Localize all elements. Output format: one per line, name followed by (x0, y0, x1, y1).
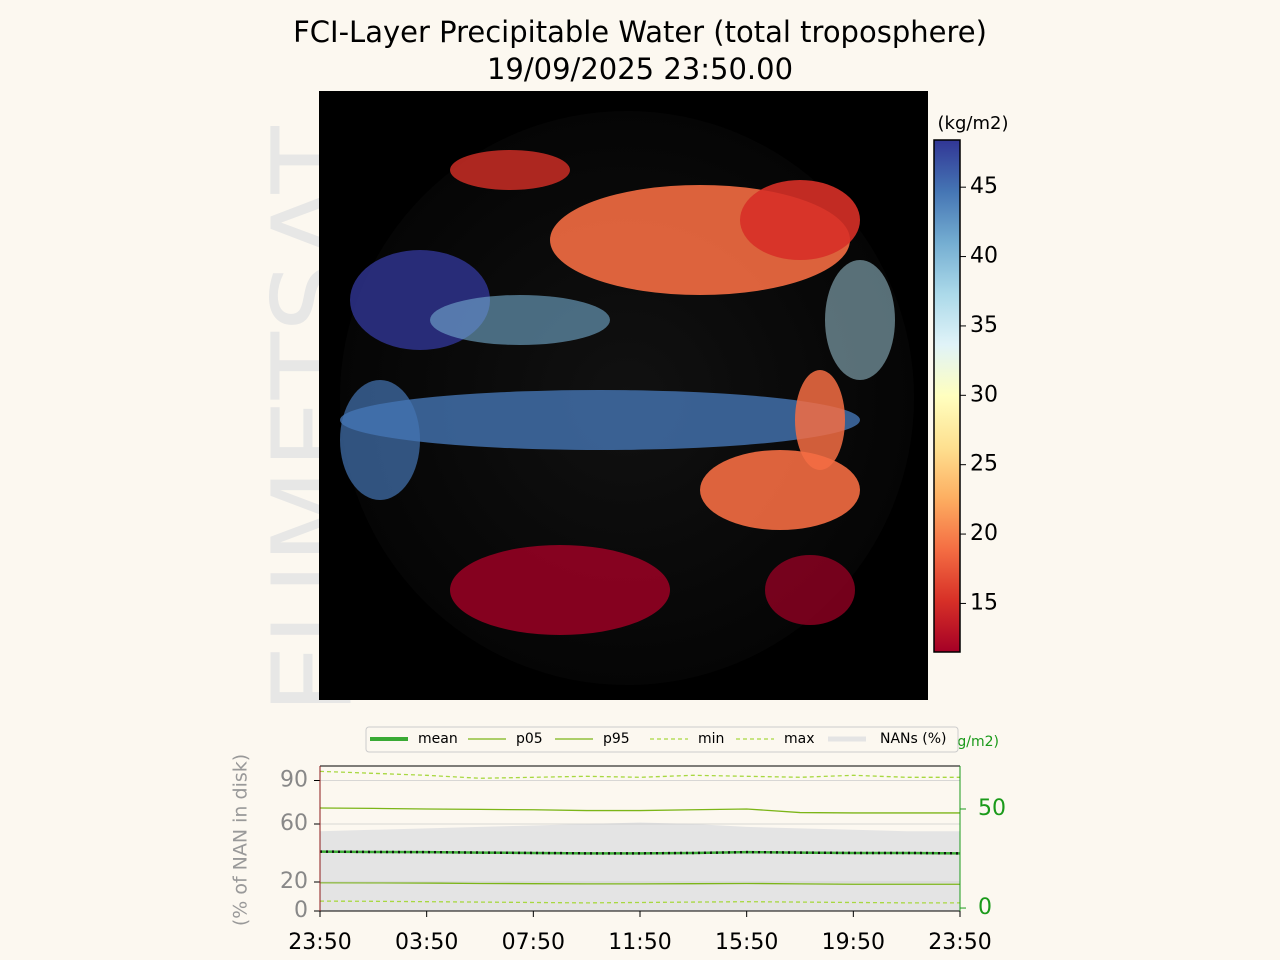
legend-label: max (784, 731, 815, 747)
nan-area (320, 822, 960, 911)
satellite-image (319, 91, 928, 700)
colorbar-label: (kg/m2) (938, 113, 1009, 134)
y-tick-label: 90 (280, 768, 308, 793)
colorbar-tick-label: 30 (970, 382, 998, 407)
y-tick-label: 60 (280, 811, 308, 836)
series-line (319, 900, 960, 904)
y-tick-label: 20 (280, 869, 308, 894)
legend-label: min (698, 731, 724, 747)
series-line (319, 850, 961, 855)
legend-label: p05 (516, 731, 543, 747)
x-tick-label: 07:50 (502, 930, 565, 955)
series-line (319, 882, 960, 885)
colorbar-tick-label: 25 (970, 452, 998, 477)
x-tick-label: 11:50 (608, 930, 671, 955)
series-line (319, 770, 960, 779)
colorbar-tick-label: 40 (970, 244, 998, 269)
x-tick-label: 03:50 (395, 930, 458, 955)
legend-label: mean (418, 731, 458, 747)
chart-subtitle: 19/09/2025 23:50.00 (487, 52, 793, 86)
x-tick-label: 23:50 (288, 930, 351, 955)
legend-label: NANs (%) (880, 731, 947, 747)
y2-tick-label: 50 (978, 796, 1006, 821)
colorbar-tick-label: 20 (970, 521, 998, 546)
legend-label: p95 (603, 731, 630, 747)
colorbar-tick-label: 35 (970, 313, 998, 338)
colorbar-tick-label: 45 (970, 174, 998, 199)
y2-tick-label: 0 (978, 895, 992, 920)
y-tick-label: 0 (294, 898, 308, 923)
chart-title: FCI-Layer Precipitable Water (total trop… (293, 15, 987, 49)
x-tick-label: 19:50 (822, 930, 885, 955)
x-tick-label: 15:50 (715, 930, 778, 955)
colorbar (933, 139, 961, 653)
y-axis-label: (% of NAN in disk) (230, 754, 252, 926)
x-tick-label: 23:50 (928, 930, 991, 955)
colorbar-tick-label: 15 (970, 590, 998, 615)
legend-box (365, 726, 959, 753)
series-line (319, 807, 960, 814)
